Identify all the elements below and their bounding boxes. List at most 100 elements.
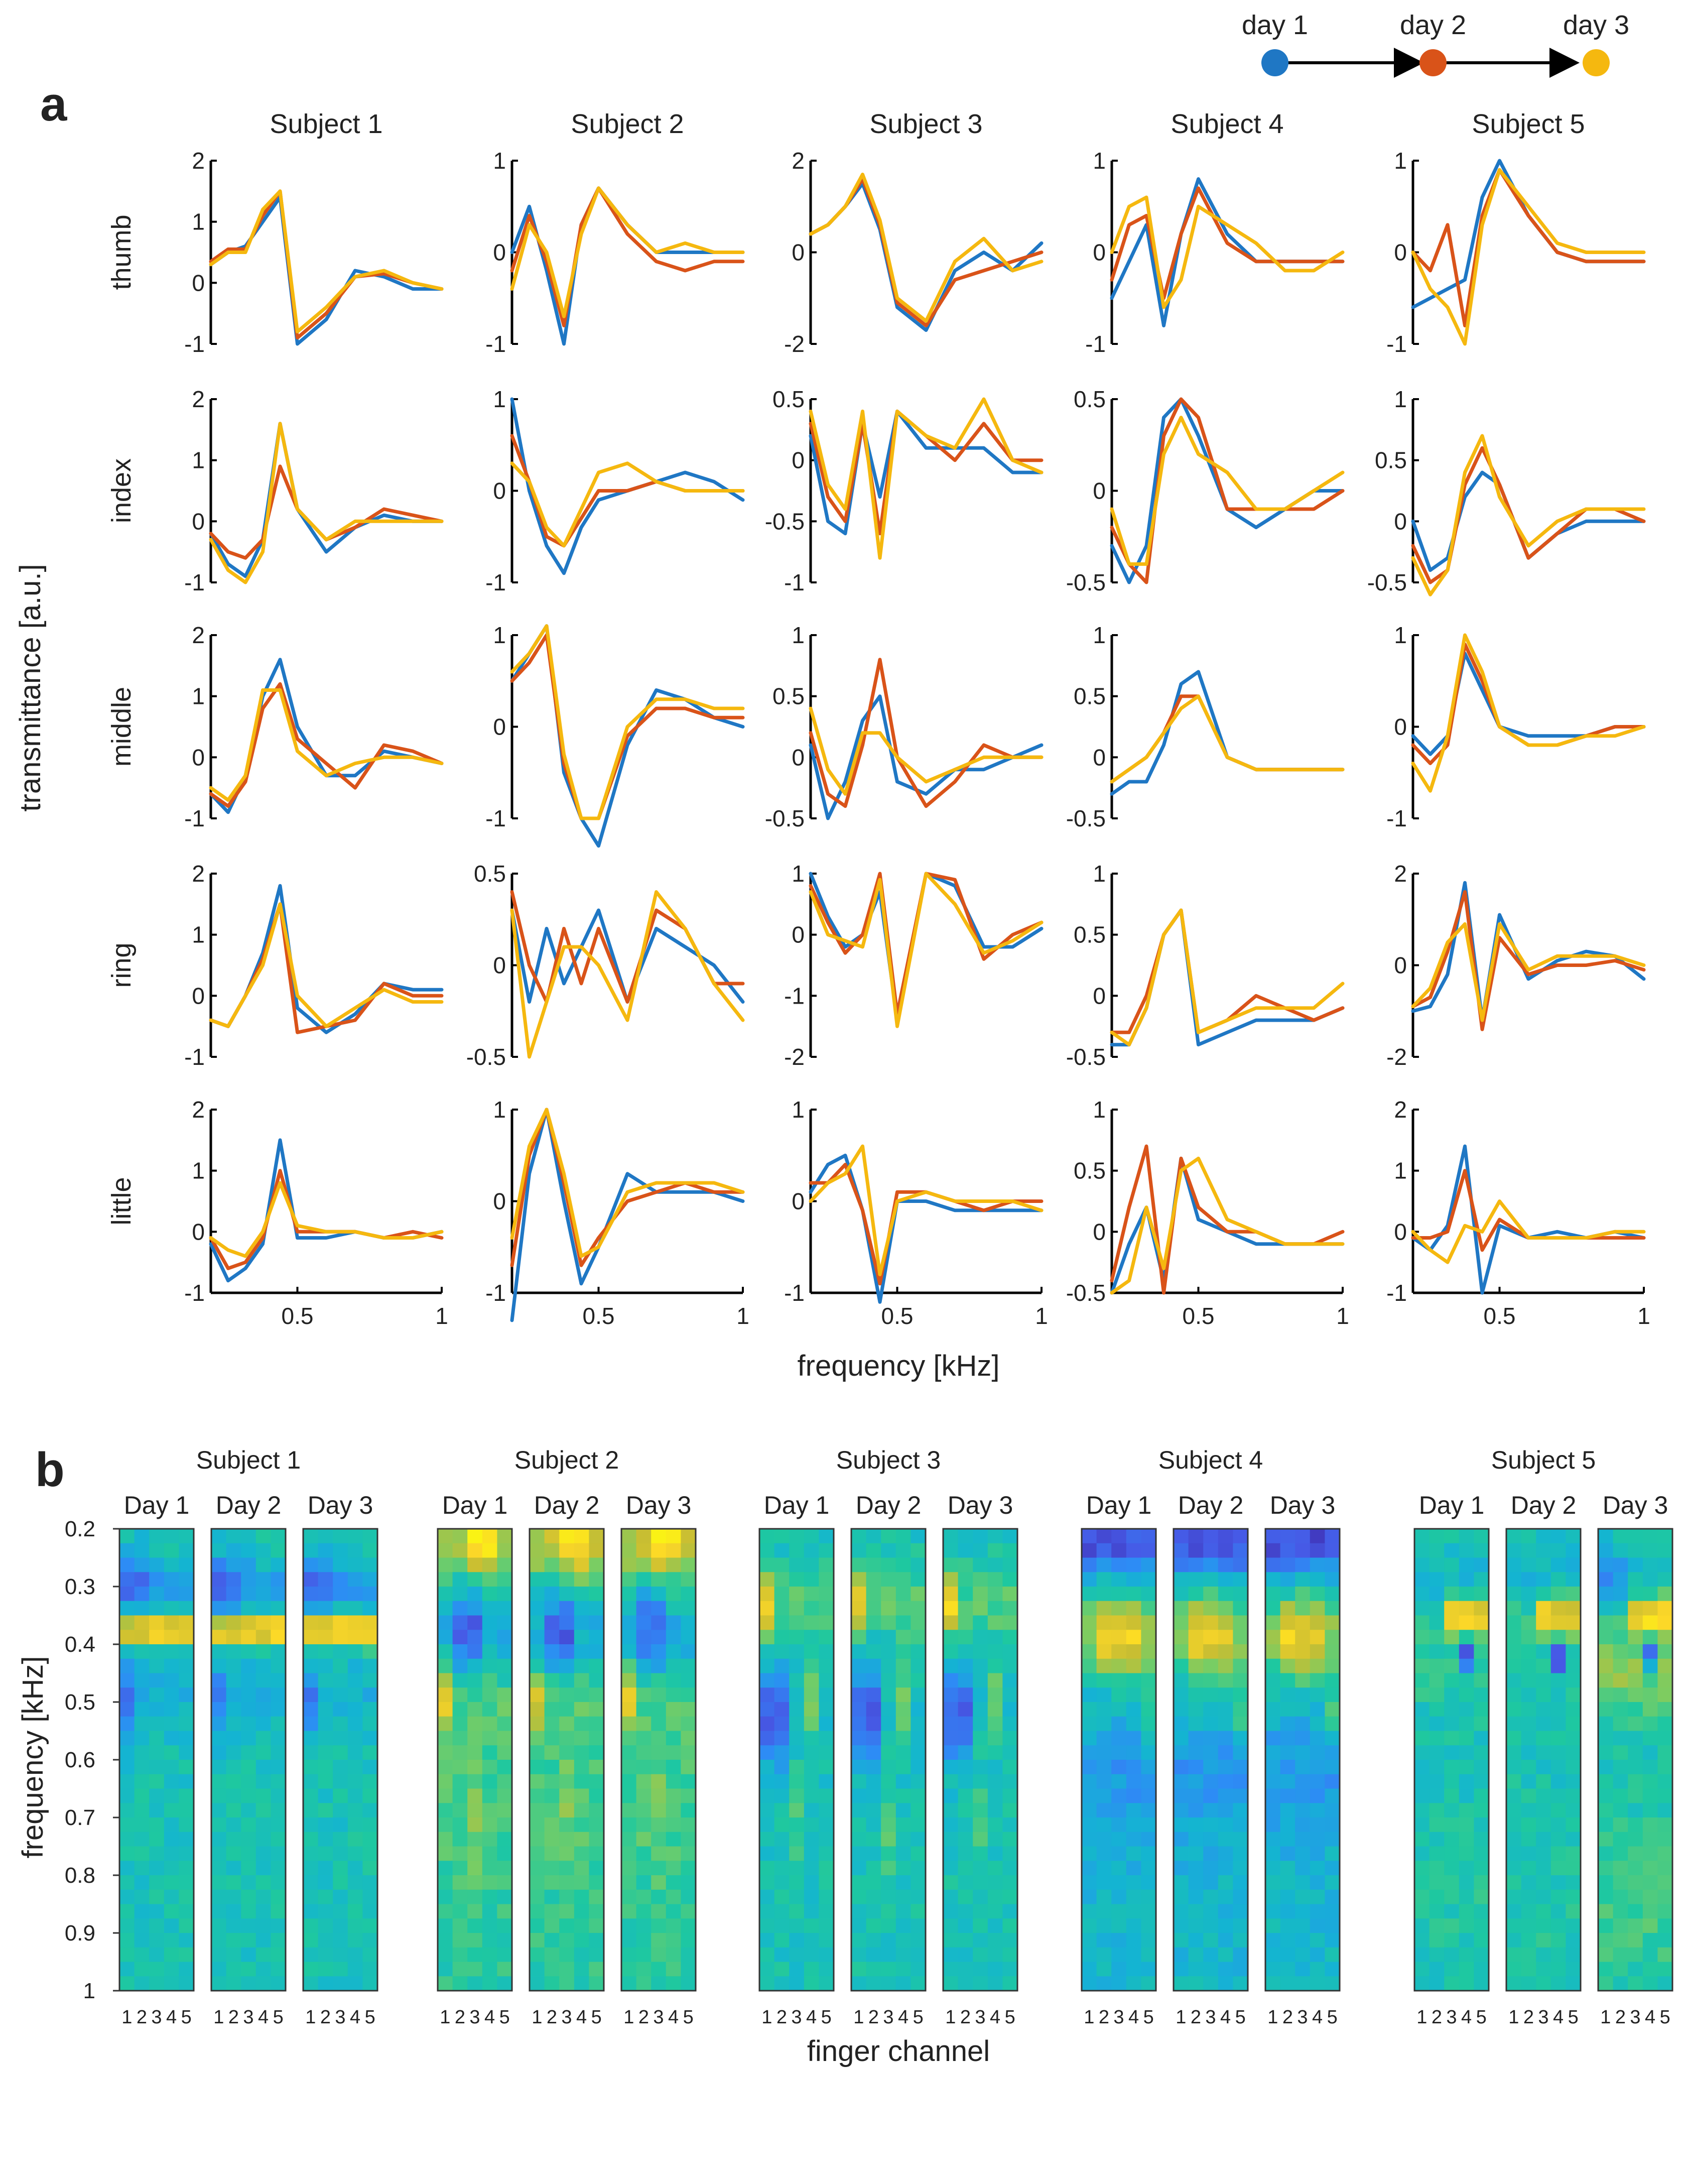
heatmap-cell bbox=[1613, 1875, 1628, 1890]
heatmap-cell bbox=[574, 1774, 589, 1789]
heatmap-cell bbox=[1642, 1572, 1658, 1587]
channel-tick-label: 3 bbox=[151, 2007, 162, 2028]
heatmap-cell bbox=[1598, 1731, 1614, 1746]
heatmap-cell bbox=[1657, 1702, 1673, 1717]
heatmap-cell bbox=[1550, 1529, 1566, 1544]
heatmap-cell bbox=[789, 1947, 805, 1963]
heatmap-cell bbox=[1550, 1817, 1566, 1833]
heatmap-cell bbox=[895, 1702, 911, 1717]
heatmap-cell bbox=[347, 1817, 363, 1833]
heatmap-cell bbox=[1002, 1817, 1018, 1833]
heatmap-cell bbox=[759, 1962, 775, 1977]
heatmap-cell bbox=[1141, 1788, 1156, 1803]
y-tick-label: 2 bbox=[1394, 861, 1407, 887]
heatmap-cell bbox=[1096, 1687, 1112, 1703]
heatmap-cell bbox=[1141, 1673, 1156, 1688]
heatmap-cell bbox=[943, 1788, 959, 1803]
heatmap-cell bbox=[211, 1904, 227, 1919]
heatmap-cell bbox=[1642, 1644, 1658, 1659]
heatmap-cell bbox=[559, 1904, 575, 1919]
y-tick-label: -1 bbox=[184, 1044, 205, 1070]
heatmap-cell bbox=[866, 1557, 881, 1572]
heatmap-cell bbox=[482, 1904, 497, 1919]
heatmap-cell bbox=[895, 1788, 911, 1803]
heatmap-cell bbox=[866, 1572, 881, 1587]
heatmap-cell bbox=[1613, 1947, 1628, 1963]
heatmap-cell bbox=[1295, 1904, 1311, 1919]
heatmap-cell bbox=[789, 1731, 805, 1746]
heatmap-cell bbox=[973, 1673, 988, 1688]
heatmap-cell bbox=[1126, 1702, 1141, 1717]
heatmap-cell bbox=[1280, 1630, 1295, 1645]
heatmap-cell bbox=[636, 1687, 652, 1703]
heatmap-cell bbox=[1141, 1658, 1156, 1674]
heatmap-cell bbox=[1002, 1976, 1018, 1991]
heatmap-cell bbox=[1203, 1658, 1219, 1674]
heatmap-cell bbox=[759, 1745, 775, 1760]
heatmap-cell bbox=[1657, 1933, 1673, 1948]
heatmap-cell bbox=[1174, 1601, 1189, 1616]
heatmap-cell bbox=[819, 1947, 834, 1963]
heatmap-cell bbox=[1325, 1803, 1340, 1818]
heatmap-cell bbox=[881, 1529, 896, 1544]
heatmap-cell bbox=[851, 1875, 867, 1890]
heatmap-cell bbox=[1414, 1601, 1430, 1616]
subplot-subject-5-middle: -101 bbox=[1386, 622, 1646, 831]
heatmap-cell bbox=[574, 1687, 589, 1703]
heatmap-cell bbox=[621, 1658, 637, 1674]
heatmap-cell bbox=[804, 1644, 819, 1659]
heatmap-cell bbox=[1657, 1875, 1673, 1890]
heatmap-cell bbox=[1521, 1933, 1536, 1948]
heatmap-cell bbox=[774, 1687, 790, 1703]
heatmap-cell bbox=[621, 1760, 637, 1775]
heatmap-y-tick-label: 0.8 bbox=[65, 1863, 95, 1888]
heatmap-cell bbox=[987, 1918, 1003, 1933]
heatmap-cell bbox=[1188, 1601, 1204, 1616]
heatmap-cell bbox=[452, 1904, 468, 1919]
heatmap-cell bbox=[574, 1702, 589, 1717]
heatmap-cell bbox=[1536, 1918, 1551, 1933]
subject-title-4: Subject 4 bbox=[1171, 109, 1283, 139]
heatmap-cell bbox=[1265, 1774, 1281, 1789]
y-tick-label: -2 bbox=[784, 1044, 805, 1070]
heatmap-cell bbox=[1002, 1861, 1018, 1876]
heatmap-cell bbox=[881, 1630, 896, 1645]
heatmap-cell bbox=[467, 1832, 483, 1847]
heatmap-cell bbox=[1111, 1687, 1127, 1703]
heatmap-cell bbox=[362, 1760, 378, 1775]
heatmap-cell bbox=[1459, 1543, 1474, 1558]
legend-day1-marker bbox=[1261, 49, 1288, 76]
heatmap-cell bbox=[1459, 1861, 1474, 1876]
heatmap-cell bbox=[134, 1529, 150, 1544]
heatmap-cell bbox=[1628, 1658, 1643, 1674]
series-line-day-1 bbox=[809, 694, 1044, 820]
heatmap-cell bbox=[497, 1529, 512, 1544]
heatmap-cell bbox=[271, 1658, 286, 1674]
heatmap-cell bbox=[851, 1817, 867, 1833]
channel-tick-label: 2 bbox=[1099, 2007, 1109, 2028]
heatmap-cell bbox=[958, 1673, 973, 1688]
heatmap-cell bbox=[1506, 1861, 1522, 1876]
heatmap-cell bbox=[1141, 1529, 1156, 1544]
heatmap-cell bbox=[255, 1658, 271, 1674]
heatmap-cell bbox=[1444, 1716, 1460, 1732]
y-tick-label: 0 bbox=[493, 239, 506, 266]
heatmap-cell bbox=[134, 1875, 150, 1890]
heatmap-cell bbox=[318, 1947, 333, 1963]
heatmap-cell bbox=[1280, 1658, 1295, 1674]
heatmap-cell bbox=[1111, 1904, 1127, 1919]
heatmap-cell bbox=[438, 1760, 453, 1775]
y-tick-label: 0 bbox=[1394, 508, 1407, 534]
heatmap-cell bbox=[134, 1760, 150, 1775]
heatmap-cell bbox=[134, 1832, 150, 1847]
heatmap-cell bbox=[1613, 1904, 1628, 1919]
heatmap-cell bbox=[911, 1889, 926, 1905]
heatmap-cell bbox=[1174, 1947, 1189, 1963]
heatmap-cell bbox=[1233, 1543, 1248, 1558]
heatmap-cell bbox=[851, 1918, 867, 1933]
heatmap-cell bbox=[1566, 1962, 1581, 1977]
heatmap-cell bbox=[1002, 1846, 1018, 1861]
heatmap-cell bbox=[1429, 1817, 1445, 1833]
heatmap-cell bbox=[774, 1861, 790, 1876]
